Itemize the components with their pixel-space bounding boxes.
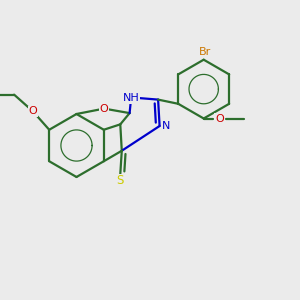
Text: O: O: [28, 106, 37, 116]
Text: NH: NH: [123, 93, 140, 103]
Text: Br: Br: [199, 47, 211, 57]
Text: S: S: [117, 174, 124, 187]
Text: N: N: [162, 121, 170, 131]
Text: O: O: [215, 113, 224, 124]
Text: O: O: [100, 103, 109, 114]
